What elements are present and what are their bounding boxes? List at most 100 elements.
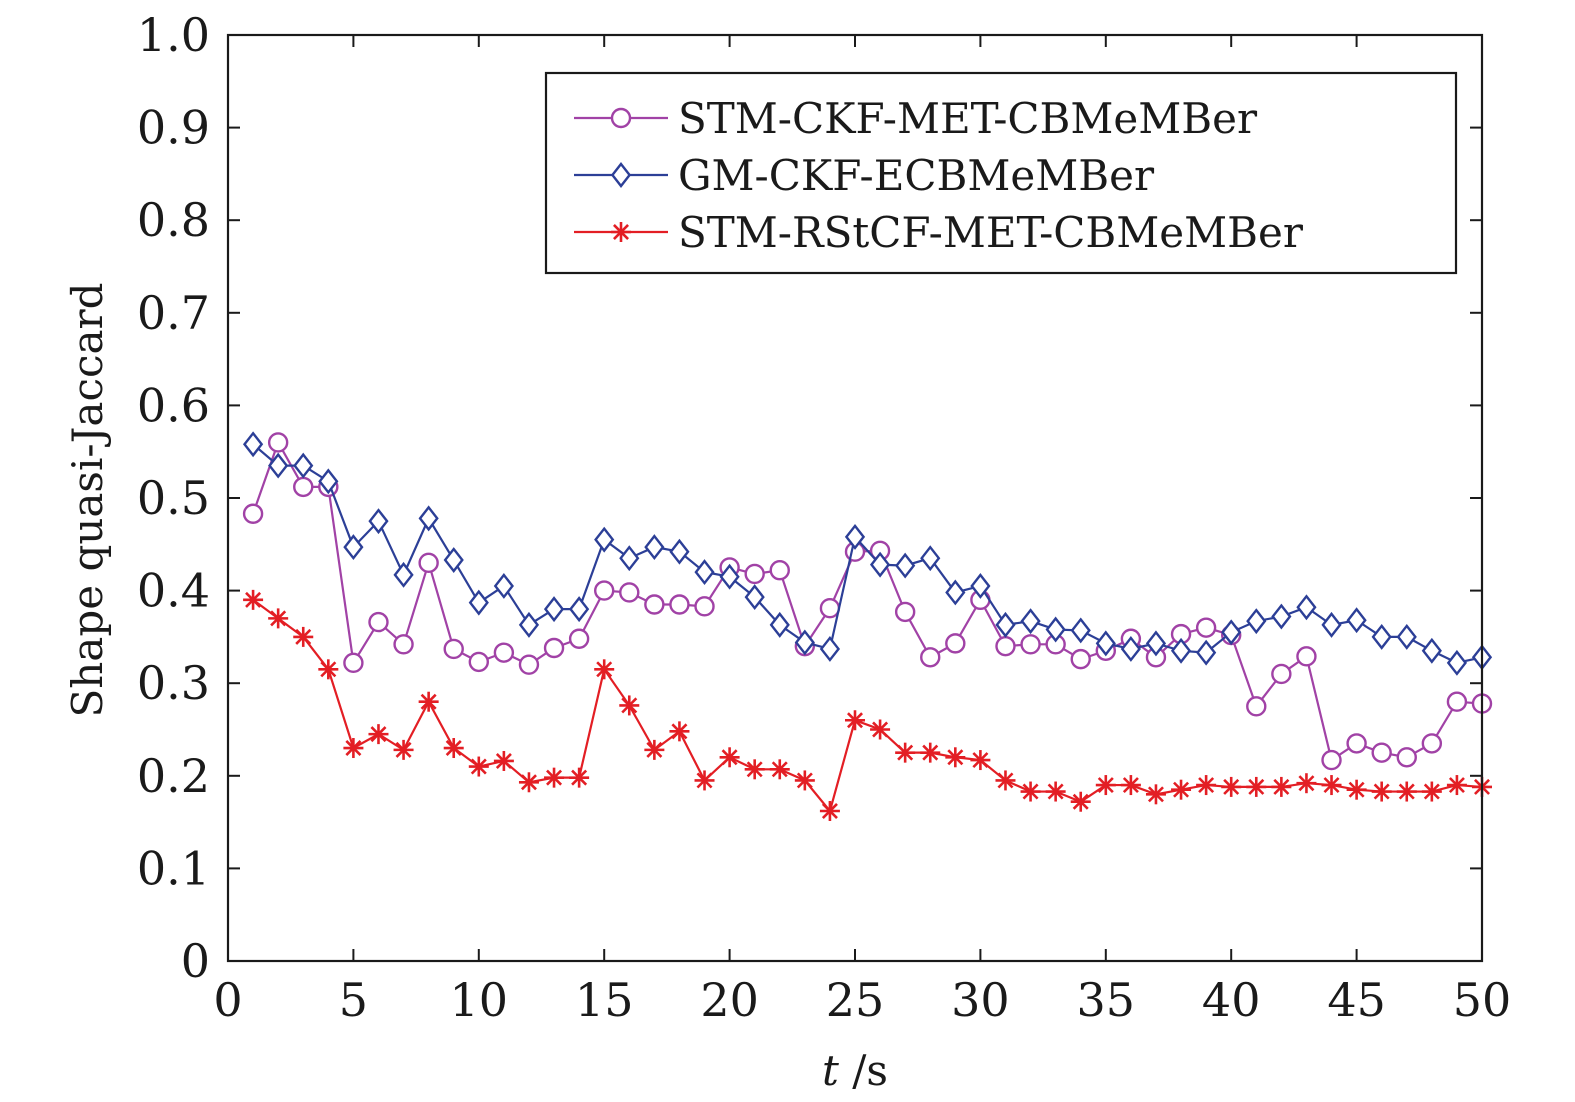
series-3-point — [1396, 781, 1417, 802]
y-tick-label: 0.8 — [137, 193, 210, 247]
series-2-point — [418, 505, 439, 532]
y-tick-label: 0.7 — [137, 286, 210, 340]
series-1-point — [418, 552, 439, 574]
legend-box — [544, 71, 1458, 275]
series-2-point — [1045, 616, 1066, 643]
x-axis-variable: t — [822, 1046, 839, 1095]
series-3-point — [870, 719, 891, 740]
series-1-point — [619, 582, 640, 603]
x-tick-label: 45 — [1327, 973, 1386, 1027]
series-2-point — [594, 526, 615, 553]
legend-label: GM-CKF-ECBMeMBer — [678, 151, 1155, 200]
series-1-point — [293, 476, 314, 498]
series-1-point — [920, 647, 941, 668]
series-3-point — [1346, 779, 1367, 800]
series-3-point — [1196, 775, 1217, 796]
series-3-point — [744, 759, 765, 780]
y-tick-label: 0 — [181, 934, 210, 988]
legend-label: STM-CKF-MET-CBMeMBer — [678, 94, 1258, 143]
series-3-point — [1296, 773, 1317, 794]
series-1-point — [1446, 691, 1468, 712]
series-3-point — [243, 589, 264, 610]
series-1-point — [368, 611, 389, 633]
series-1-point — [1371, 742, 1392, 763]
series-2-point — [293, 452, 314, 479]
series-1-point — [644, 594, 665, 615]
series-1-point — [468, 651, 489, 673]
series-3-point — [268, 608, 289, 629]
series-1-point — [1321, 749, 1342, 771]
series-2-point — [1446, 649, 1468, 676]
series-2-point — [242, 431, 264, 458]
series-3-point — [443, 738, 464, 759]
series-2-point — [343, 534, 364, 561]
series-3-point — [1321, 775, 1342, 796]
x-tick-label: 40 — [1202, 973, 1261, 1027]
series-2-point — [1346, 607, 1367, 634]
y-tick-label: 0.6 — [137, 378, 210, 432]
series-3-point — [1271, 776, 1292, 797]
series-2-point — [920, 545, 941, 572]
series-2-point — [719, 563, 740, 590]
series-1-point — [443, 638, 464, 660]
ticks-layer: 0 5 10 15 20 25 30 35 40 45 50 0 0.1 0.2 0.3 0.4 0.5 0.6 0… — [137, 8, 1511, 1027]
y-tick-label: 0.9 — [137, 101, 210, 155]
y-tick-label: 0.1 — [137, 841, 210, 895]
series-3-point — [945, 747, 966, 768]
x-tick-label: 10 — [450, 973, 509, 1027]
series-3-point — [1020, 781, 1041, 802]
series-2-point — [1196, 639, 1217, 666]
legend-entry: GM-CKF-ECBMeMBer — [574, 151, 1155, 200]
series-3-point — [1095, 775, 1116, 796]
series-1-point — [1296, 646, 1317, 667]
series-1-point — [744, 563, 765, 585]
series-2-point — [669, 538, 690, 565]
series-1-point — [568, 628, 590, 649]
series-2-point — [1120, 635, 1141, 662]
series-2-point — [869, 551, 891, 578]
series-2-point — [819, 635, 841, 662]
x-tick-label: 20 — [700, 973, 759, 1027]
y-tick-label: 1.0 — [137, 8, 210, 62]
series-3-point — [318, 659, 339, 680]
y-tick-label: 0.4 — [137, 564, 210, 618]
series-2-point — [1020, 608, 1041, 635]
series-2-point — [844, 523, 866, 550]
series-3-point — [644, 739, 665, 760]
series-2-point — [518, 611, 540, 638]
legend-entry: STM-RStCF-MET-CBMeMBer — [574, 208, 1304, 257]
series-1-point — [1271, 663, 1292, 685]
series-3-point — [393, 739, 414, 760]
series-3-point — [895, 742, 916, 763]
series-3-point — [1045, 781, 1066, 802]
x-tick-label: 35 — [1077, 973, 1136, 1027]
legend: STM-CKF-MET-CBMeMBer GM-CKF-ECBMeMBer STM-… — [544, 71, 1458, 275]
series-3-point — [769, 759, 790, 780]
legend-label: STM-RStCF-MET-CBMeMBer — [678, 208, 1304, 257]
series-1-point — [1070, 648, 1091, 670]
series-2-point — [493, 573, 514, 599]
series-2-point — [1170, 637, 1192, 664]
y-axis-title: Shape quasi-Jaccard — [63, 282, 112, 717]
series-3-point — [1070, 791, 1091, 812]
series-3-point — [819, 800, 840, 821]
series-2-point — [443, 547, 464, 573]
series-2-point — [1145, 630, 1167, 657]
x-tick-label: 50 — [1453, 973, 1512, 1027]
series-1-point — [393, 634, 414, 655]
legend-swatch-marker — [610, 162, 632, 188]
x-tick-label: 30 — [951, 973, 1010, 1027]
series-2-point — [393, 561, 414, 588]
y-tick-label: 0.3 — [137, 656, 210, 710]
series-1-point — [242, 503, 264, 524]
series-3-point — [1246, 776, 1267, 797]
series-3-point — [468, 756, 489, 777]
series-2-point — [970, 573, 991, 599]
series-1-point — [1020, 634, 1041, 655]
series-2-point — [1095, 630, 1116, 657]
legend-swatch-marker — [611, 222, 631, 242]
series-2-point — [895, 552, 916, 579]
series-3-point — [694, 770, 715, 791]
x-axis-title: t /s — [822, 1046, 888, 1095]
